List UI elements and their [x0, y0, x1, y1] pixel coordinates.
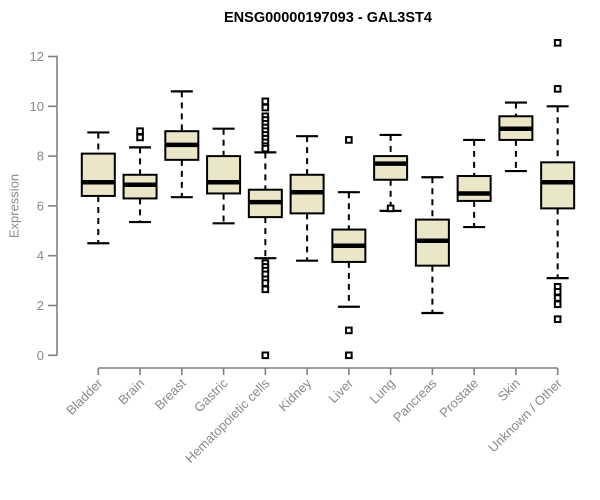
outlier-point — [386, 204, 395, 213]
x-tick-label: Bladder — [63, 375, 106, 418]
outlier-point — [261, 351, 270, 360]
box-unknown-other — [540, 39, 576, 323]
outlier-point — [553, 294, 562, 302]
outlier-point — [261, 279, 270, 287]
chart-title: ENSG00000197093 - GAL3ST4 — [224, 10, 432, 26]
outlier-point — [553, 85, 562, 93]
outlier-point — [553, 315, 562, 323]
y-tick-label: 2 — [37, 298, 44, 313]
box-prostate — [456, 138, 492, 229]
outlier-point — [136, 127, 144, 135]
x-tick-label: Kidney — [276, 375, 315, 414]
x-tick-label: Unknown / Other — [485, 375, 565, 455]
x-tick-label: Prostate — [436, 376, 481, 421]
box-brain — [122, 127, 158, 224]
x-tick-label: Lung — [367, 376, 398, 407]
outlier-point — [345, 351, 353, 360]
box-gastric — [206, 127, 242, 225]
outlier-point — [345, 326, 353, 335]
box-bladder — [80, 131, 116, 245]
outlier-point — [553, 300, 562, 309]
box-skin — [498, 101, 534, 173]
x-tick-label: Breast — [152, 375, 189, 412]
outlier-point — [261, 97, 270, 106]
outlier-point — [553, 288, 562, 296]
x-tick-label: Pancreas — [390, 375, 440, 425]
box-breast — [164, 90, 200, 199]
y-tick-label: 0 — [37, 348, 44, 363]
y-tick-label: 12 — [30, 49, 44, 64]
outlier-point — [261, 103, 270, 112]
y-tick-label: 10 — [30, 99, 44, 114]
box-hematopoietic-cells — [247, 97, 283, 360]
outlier-point — [345, 136, 353, 144]
outlier-point — [136, 133, 144, 142]
y-tick-label: 4 — [37, 248, 44, 263]
outlier-point — [261, 144, 270, 153]
y-axis: 0 2 4 6 8 10 12 — [30, 49, 58, 363]
box-liver — [331, 136, 367, 360]
x-tick-label: Brain — [115, 376, 147, 408]
box-lung — [373, 133, 409, 213]
y-tick-label: 8 — [37, 149, 44, 164]
x-tick-label: Gastric — [191, 375, 231, 415]
x-tick-label: Skin — [495, 376, 523, 404]
x-tick-label: Liver — [325, 375, 356, 406]
y-tick-label: 6 — [37, 198, 44, 213]
outlier-point — [261, 285, 270, 294]
outlier-point — [553, 39, 562, 47]
box-pancreas — [414, 176, 450, 315]
box-kidney — [289, 135, 325, 262]
